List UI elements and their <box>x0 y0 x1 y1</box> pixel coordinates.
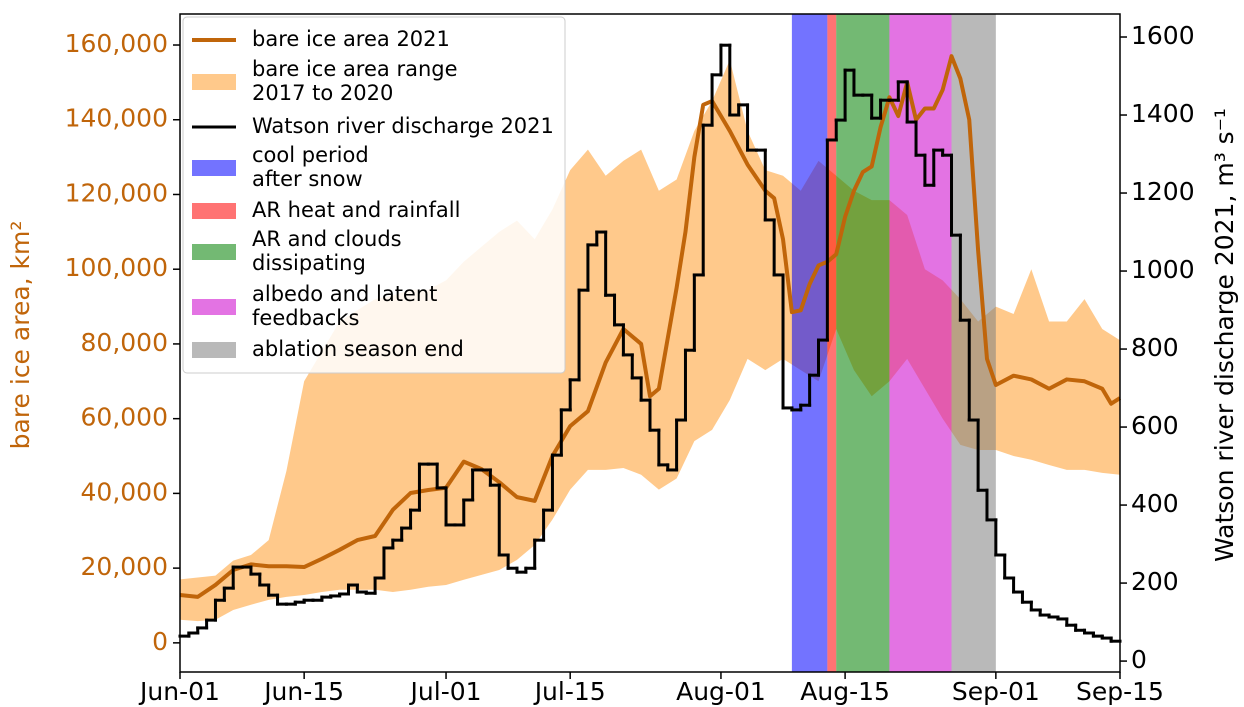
x-tick-label: Sep-15 <box>1076 677 1164 706</box>
y2-tick-label: 1200 <box>1131 177 1195 206</box>
y-tick-label: 40,000 <box>81 477 168 506</box>
y-tick-label: 80,000 <box>81 328 168 357</box>
legend-label: cool period after snow <box>252 143 369 191</box>
y-tick-label: 0 <box>152 627 168 656</box>
legend-swatch <box>192 74 236 90</box>
legend-swatch <box>192 342 236 358</box>
y-tick-label: 160,000 <box>65 29 168 58</box>
legend-swatch <box>192 244 236 260</box>
legend-swatch <box>192 203 236 219</box>
period-band <box>791 14 828 672</box>
legend-label: bare ice area 2021 <box>252 27 450 51</box>
legend-label: bare ice area range 2017 to 2020 <box>252 57 458 105</box>
y2-tick-label: 600 <box>1131 411 1179 440</box>
y-tick-label: 20,000 <box>81 552 168 581</box>
y-tick-label: 100,000 <box>65 253 168 282</box>
legend-label: AR and clouds dissipating <box>252 227 402 275</box>
x-tick-label: Jun-01 <box>138 677 220 706</box>
x-tick-label: Jul-01 <box>409 677 482 706</box>
y2-tick-label: 800 <box>1131 333 1179 362</box>
y-tick-label: 60,000 <box>81 403 168 432</box>
y2-tick-label: 0 <box>1131 645 1147 674</box>
period-band <box>889 14 952 672</box>
y2-axis-label: Watson river discharge 2021, m³ s⁻¹ <box>1210 108 1239 562</box>
line <box>179 54 1122 599</box>
legend-label: AR heat and rainfall <box>252 198 460 222</box>
y2-tick-label: 1000 <box>1131 255 1195 284</box>
x-tick-label: Sep-01 <box>952 677 1040 706</box>
x-tick-label: Jun-15 <box>262 677 344 706</box>
legend-label: albedo and latent feedbacks <box>252 282 437 330</box>
legend-swatch <box>192 160 236 176</box>
plot-frame <box>179 13 1121 673</box>
y-axis-label: bare ice area, km² <box>6 221 35 450</box>
y2-tick-label: 1400 <box>1131 99 1195 128</box>
x-tick-label: Jul-15 <box>533 677 606 706</box>
y2-tick-label: 1600 <box>1131 21 1195 50</box>
y-tick-label: 120,000 <box>65 178 168 207</box>
period-band <box>951 14 996 672</box>
legend-label: ablation season end <box>252 337 464 361</box>
legend: bare ice area 2021 bare ice area range 201… <box>182 16 566 374</box>
legend-swatch <box>192 299 236 315</box>
y-tick-label: 140,000 <box>65 104 168 133</box>
legend-box <box>182 16 566 374</box>
period-band <box>827 14 837 672</box>
x-tick-label: Aug-15 <box>800 677 890 706</box>
y2-tick-label: 400 <box>1131 489 1179 518</box>
y2-tick-label: 200 <box>1131 567 1179 596</box>
legend-label: Watson river discharge 2021 <box>252 114 554 138</box>
x-tick-label: Aug-01 <box>676 677 766 706</box>
